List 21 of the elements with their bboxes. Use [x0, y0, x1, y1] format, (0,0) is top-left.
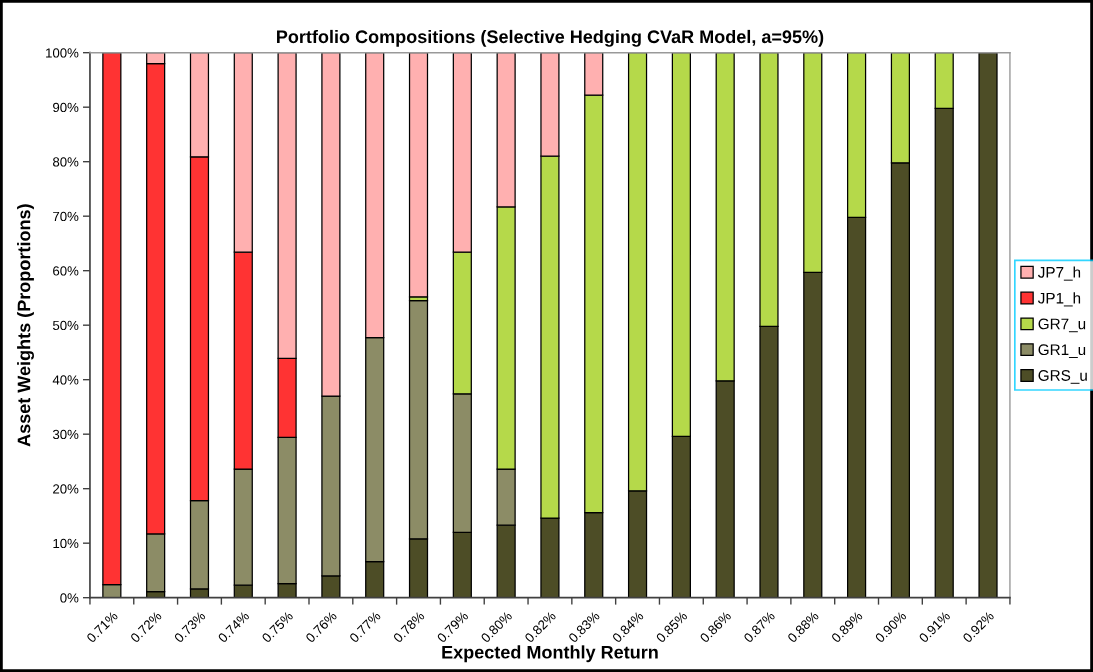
y-axis-title: Asset Weights (Proportions) [17, 204, 34, 447]
y-tick-label: 40% [52, 375, 79, 385]
legend-label: JP1_h [1037, 292, 1081, 307]
y-tick-label: 20% [53, 484, 79, 494]
legend-label: GR1_u [1038, 344, 1086, 358]
y-tick-label: 60% [53, 266, 79, 276]
legend-label: GRS_u [1038, 370, 1087, 384]
y-tick-label: 10% [53, 538, 79, 549]
bar [408, 52, 429, 298]
y-tick-label: 100% [46, 48, 79, 58]
x-axis-title: Expected Monthly Return [442, 645, 658, 663]
y-tick-label: 0% [60, 593, 79, 603]
y-tick-label: 80% [53, 157, 79, 167]
legend-label: JP7_h [1037, 266, 1081, 281]
chart-title: Portfolio Compositions (Selective Hedging CVaR Model, a=95%) [277, 29, 824, 47]
bar [978, 52, 998, 598]
legend-label: GR7_u [1038, 318, 1086, 333]
y-tick-label: 30% [52, 429, 79, 440]
y-tick-label: 90% [53, 102, 79, 113]
y-tick-label: 70% [53, 211, 79, 222]
y-tick-label: 50% [52, 320, 79, 331]
